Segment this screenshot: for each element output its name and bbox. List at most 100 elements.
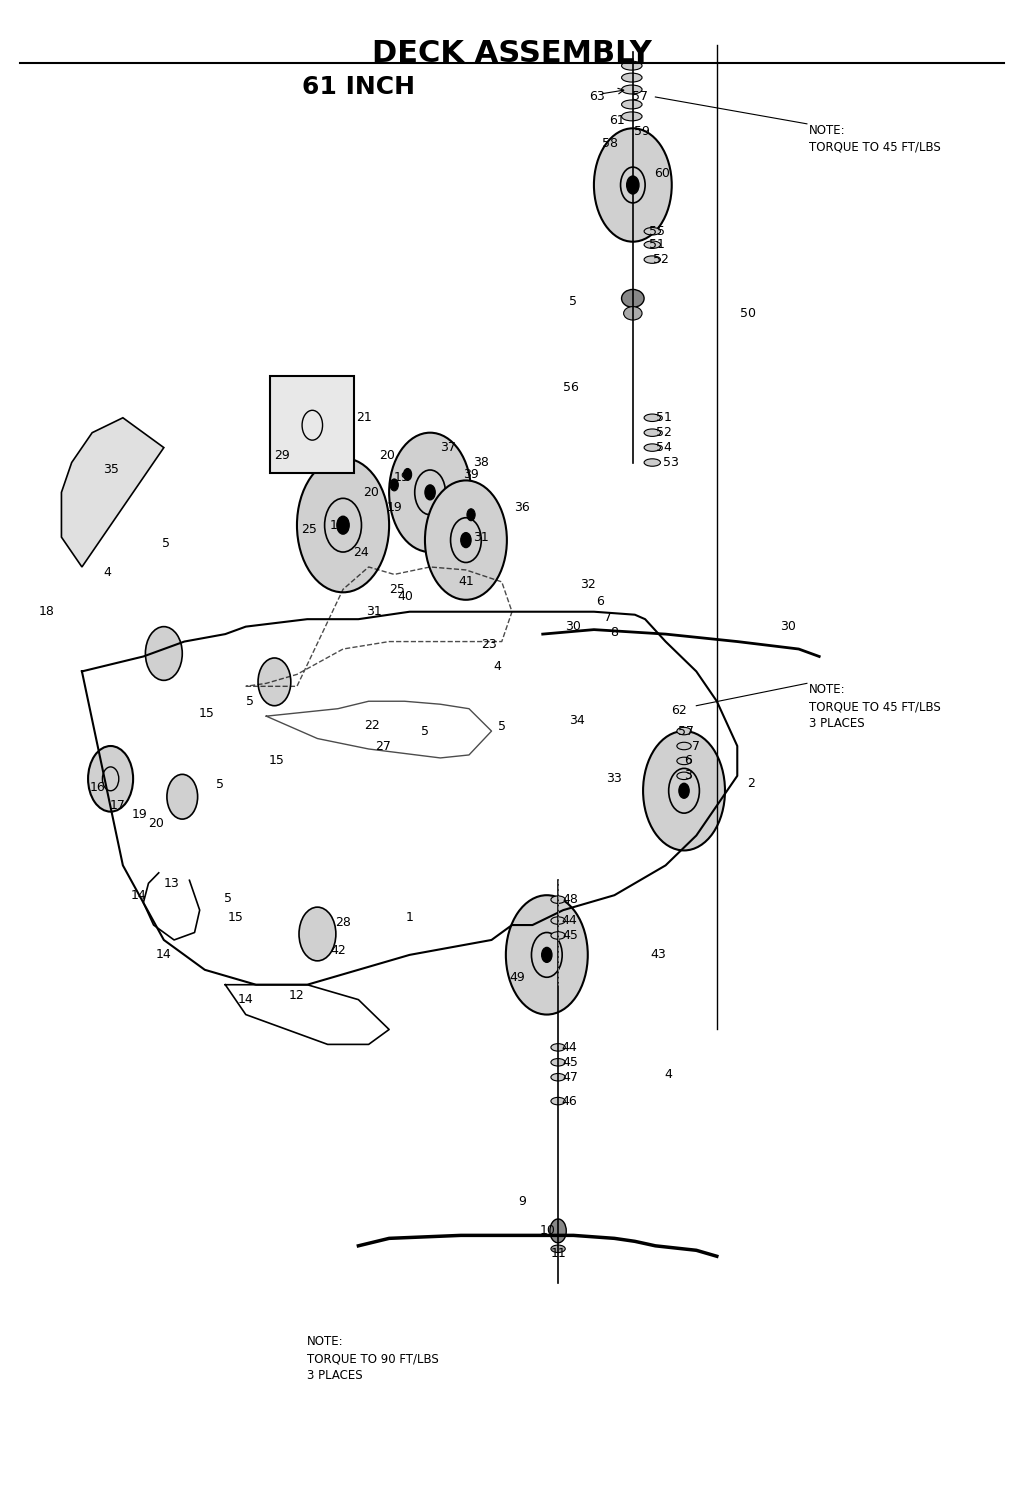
Ellipse shape xyxy=(677,773,691,779)
Text: 25: 25 xyxy=(301,524,317,536)
Text: 31: 31 xyxy=(473,531,489,543)
Text: 7: 7 xyxy=(604,612,612,624)
Ellipse shape xyxy=(677,727,691,736)
Text: 20: 20 xyxy=(379,449,395,461)
Text: 27: 27 xyxy=(375,740,391,752)
Text: 33: 33 xyxy=(606,773,623,785)
Text: 63: 63 xyxy=(589,91,605,103)
Circle shape xyxy=(258,658,291,706)
Polygon shape xyxy=(61,418,164,567)
Text: 24: 24 xyxy=(353,546,370,558)
Circle shape xyxy=(337,516,349,534)
Circle shape xyxy=(403,468,412,480)
Ellipse shape xyxy=(644,242,660,249)
Text: 49: 49 xyxy=(509,971,525,983)
Text: 55: 55 xyxy=(649,225,666,237)
Text: 62: 62 xyxy=(671,704,687,716)
Text: 14: 14 xyxy=(238,994,254,1006)
Ellipse shape xyxy=(551,1059,565,1065)
Circle shape xyxy=(167,774,198,819)
Text: 58: 58 xyxy=(602,137,618,149)
Text: 21: 21 xyxy=(355,412,372,424)
Text: 40: 40 xyxy=(397,591,414,603)
Text: 6: 6 xyxy=(684,755,692,767)
Text: 11: 11 xyxy=(550,1247,566,1259)
Text: 36: 36 xyxy=(514,501,530,513)
Ellipse shape xyxy=(644,257,660,264)
Circle shape xyxy=(542,947,552,962)
Text: 43: 43 xyxy=(650,949,667,961)
Text: 18: 18 xyxy=(39,606,55,618)
Text: 5: 5 xyxy=(162,537,170,549)
Text: 19: 19 xyxy=(131,809,147,821)
Ellipse shape xyxy=(551,1074,565,1080)
Ellipse shape xyxy=(551,895,565,903)
Ellipse shape xyxy=(677,742,691,749)
Text: 54: 54 xyxy=(655,442,672,454)
Text: 45: 45 xyxy=(562,930,579,941)
Ellipse shape xyxy=(622,85,642,94)
Circle shape xyxy=(390,479,398,491)
Ellipse shape xyxy=(677,756,691,764)
Text: 32: 32 xyxy=(580,579,596,591)
Text: 15: 15 xyxy=(227,912,244,924)
Circle shape xyxy=(297,458,389,592)
Ellipse shape xyxy=(644,430,660,437)
Text: 5: 5 xyxy=(569,295,578,307)
Text: 35: 35 xyxy=(102,464,119,476)
Bar xyxy=(270,376,354,473)
Text: 5: 5 xyxy=(246,695,254,707)
Ellipse shape xyxy=(644,227,660,234)
Text: DECK ASSEMBLY: DECK ASSEMBLY xyxy=(372,39,652,67)
Ellipse shape xyxy=(644,413,660,421)
Ellipse shape xyxy=(551,1244,565,1253)
Ellipse shape xyxy=(644,445,660,452)
Circle shape xyxy=(550,1219,566,1243)
Text: 1: 1 xyxy=(406,912,414,924)
Circle shape xyxy=(506,895,588,1015)
Text: 42: 42 xyxy=(330,944,346,956)
Text: 5: 5 xyxy=(216,779,224,791)
Text: 51: 51 xyxy=(649,239,666,251)
Text: 39: 39 xyxy=(463,468,479,480)
Text: 10: 10 xyxy=(540,1225,556,1237)
Text: 3: 3 xyxy=(684,770,692,782)
Ellipse shape xyxy=(624,306,642,319)
Circle shape xyxy=(461,533,471,548)
Circle shape xyxy=(425,480,507,600)
Text: NOTE:
TORQUE TO 45 FT/LBS: NOTE: TORQUE TO 45 FT/LBS xyxy=(809,124,941,154)
Ellipse shape xyxy=(622,73,642,82)
Text: 51: 51 xyxy=(655,412,672,424)
Text: 5: 5 xyxy=(224,892,232,904)
Text: 44: 44 xyxy=(561,1041,578,1053)
Text: 4: 4 xyxy=(494,661,502,673)
Text: 29: 29 xyxy=(273,449,290,461)
Text: 28: 28 xyxy=(335,916,351,928)
Ellipse shape xyxy=(551,916,565,924)
Text: 13: 13 xyxy=(164,877,180,889)
Ellipse shape xyxy=(551,1044,565,1050)
Text: 5: 5 xyxy=(498,721,506,733)
Text: 19: 19 xyxy=(386,501,402,513)
Text: 53: 53 xyxy=(663,457,679,468)
Text: 15: 15 xyxy=(199,707,215,719)
Circle shape xyxy=(389,433,471,552)
Text: 46: 46 xyxy=(561,1095,578,1107)
Text: 7: 7 xyxy=(692,740,700,752)
Ellipse shape xyxy=(551,1098,565,1104)
Text: 48: 48 xyxy=(562,894,579,906)
Text: 47: 47 xyxy=(562,1071,579,1083)
Ellipse shape xyxy=(622,289,644,307)
Text: 52: 52 xyxy=(652,254,669,266)
Text: 4: 4 xyxy=(103,567,112,579)
Text: 50: 50 xyxy=(739,307,756,319)
Text: 41: 41 xyxy=(458,576,474,588)
Text: 57: 57 xyxy=(678,725,694,737)
Circle shape xyxy=(145,627,182,680)
Text: 45: 45 xyxy=(562,1056,579,1068)
Text: 59: 59 xyxy=(634,125,650,137)
Text: 34: 34 xyxy=(568,715,585,727)
Ellipse shape xyxy=(622,61,642,70)
Text: 19: 19 xyxy=(393,471,410,483)
Text: 30: 30 xyxy=(780,621,797,633)
